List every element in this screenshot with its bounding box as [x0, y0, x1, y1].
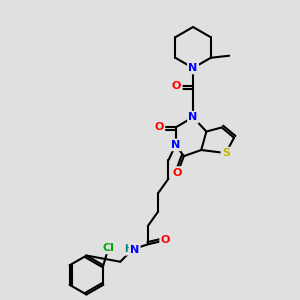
Text: N: N	[188, 63, 198, 73]
Text: O: O	[172, 82, 181, 92]
Text: H: H	[124, 244, 133, 254]
Text: N: N	[171, 140, 180, 150]
Text: O: O	[154, 122, 164, 133]
Text: N: N	[130, 245, 139, 255]
Text: O: O	[173, 167, 182, 178]
Text: S: S	[222, 148, 230, 158]
Text: O: O	[161, 235, 170, 245]
Text: N: N	[188, 112, 198, 122]
Text: Cl: Cl	[103, 243, 114, 253]
